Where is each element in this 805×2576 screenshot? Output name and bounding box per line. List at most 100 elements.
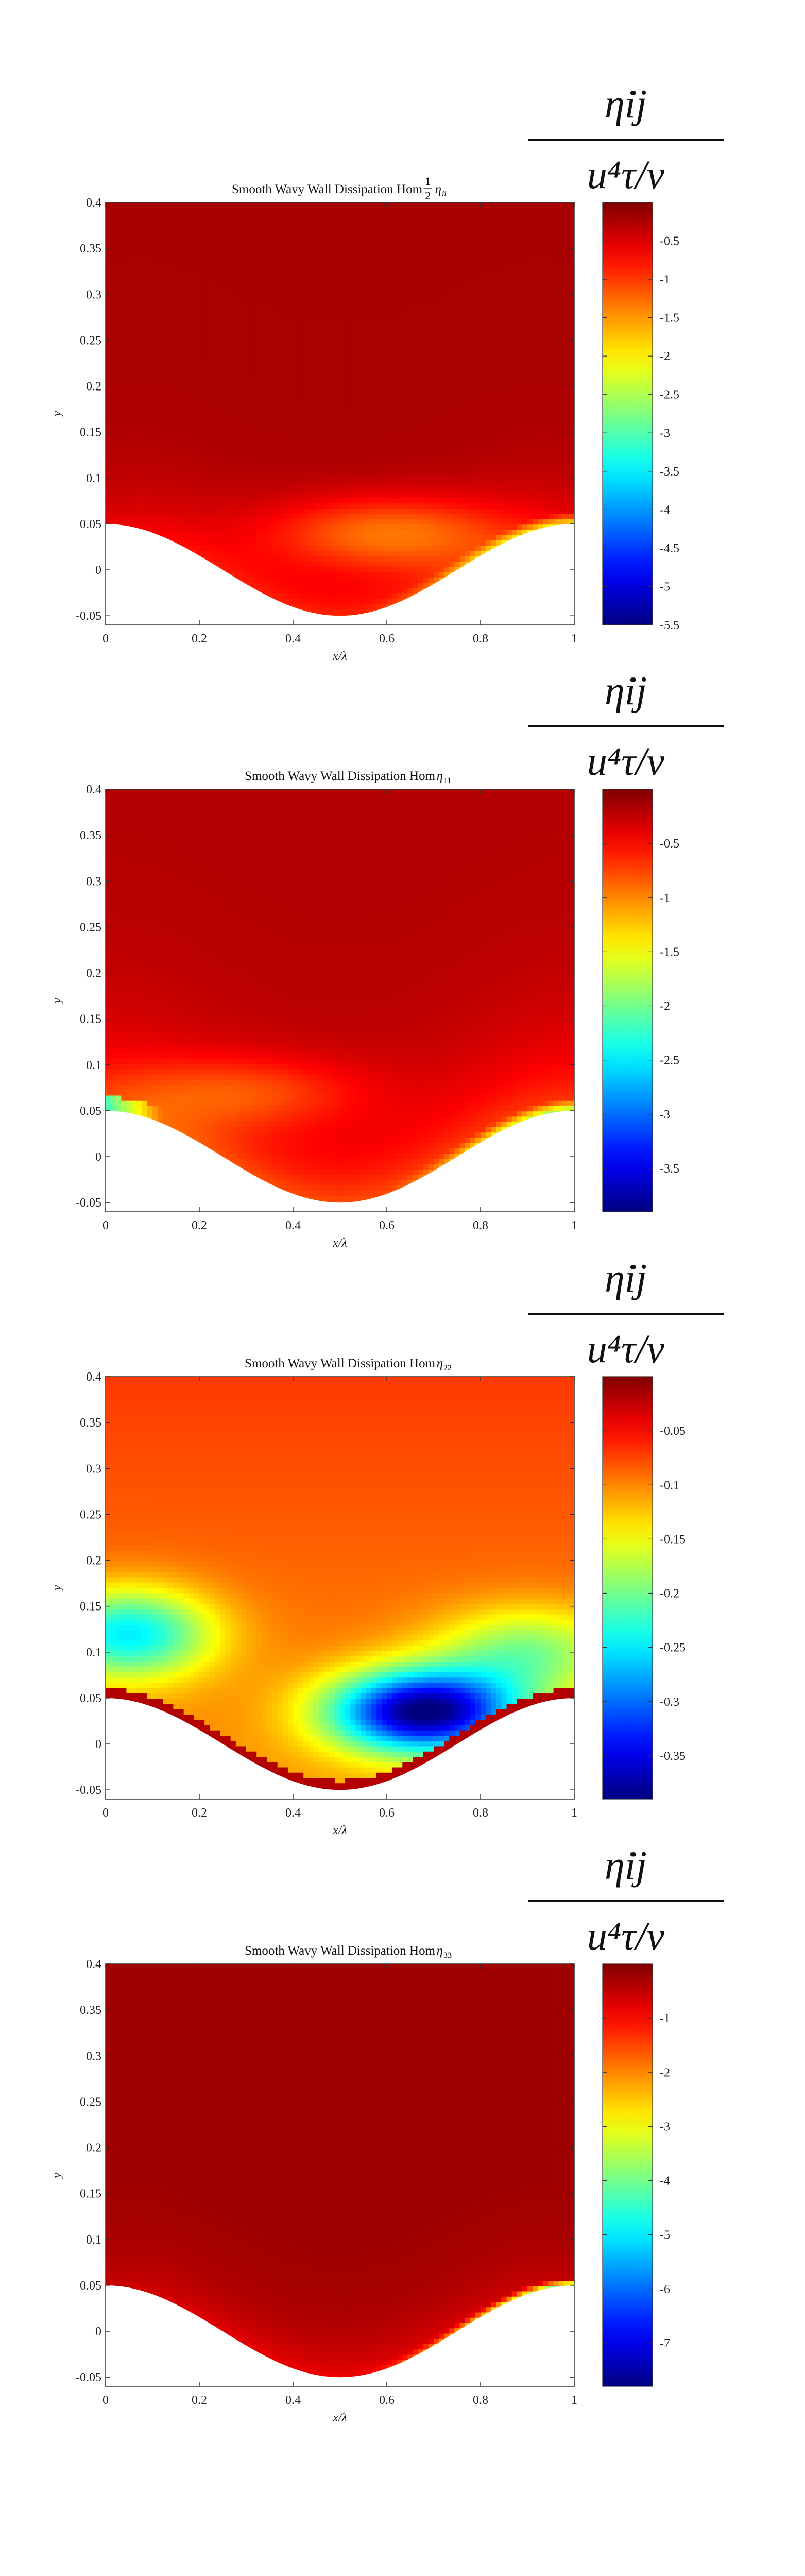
title-symbol: η: [435, 182, 441, 196]
plot-frame: [105, 1963, 575, 2387]
colorbar-tick-label: -4: [660, 2175, 670, 2188]
colorbar-tick-label: -2.5: [660, 388, 679, 402]
title-subscript: 33: [443, 1951, 452, 1960]
heatmap-field: [106, 1377, 574, 1790]
x-tick-label: 1: [571, 1219, 577, 1232]
x-tick-label: 0.4: [285, 1219, 301, 1232]
colorbar-tick-label: -2: [660, 1000, 670, 1013]
colorbar-label-denominator: u⁴τ/ν: [587, 152, 665, 197]
colorbar-gradient: [602, 789, 653, 1212]
colorbar-tick-label: -0.5: [660, 837, 679, 851]
colorbar-gradient: [602, 202, 653, 625]
x-tick-label: 1: [571, 1806, 577, 1820]
x-tick-label: 0.2: [192, 1219, 207, 1232]
y-tick-label: 0.4: [86, 783, 101, 796]
colorbar: -0.05 -0.1 -0.15 -0.2 -0.25 -0.3 -0.35 η̇ij u⁴τ/…: [528, 1256, 724, 1800]
y-tick-label: -0.05: [76, 1784, 101, 1797]
y-tick-label: 0.3: [86, 875, 101, 888]
y-tick-label: 0.05: [80, 518, 101, 531]
y-tick-label: 0.25: [80, 2095, 101, 2109]
colorbar-tick-label: -2.5: [660, 1054, 679, 1067]
y-tick-label: 0.05: [80, 1692, 101, 1705]
colorbar-tick-label: -0.3: [660, 1696, 679, 1709]
colorbar-tick-label: -2: [660, 350, 670, 363]
colorbar-tick-label: -3.5: [660, 465, 679, 479]
y-tick-label: 0: [95, 2325, 101, 2338]
y-axis-label: y: [50, 1585, 64, 1591]
y-tick-label: 0.25: [80, 1508, 101, 1521]
x-tick-label: 0: [102, 632, 109, 646]
colorbar-gradient: [602, 1376, 653, 1800]
heatmap-field: [106, 789, 574, 1203]
y-axis-label: y: [50, 997, 64, 1004]
y-tick-label: 0.1: [86, 472, 101, 485]
y-tick-label: 0.2: [86, 380, 101, 394]
y-tick-label: 0.15: [80, 426, 101, 439]
x-tick-label: 1: [571, 2394, 577, 2407]
y-tick-label: 0.05: [80, 1105, 101, 1118]
colorbar-tick-label: -0.5: [660, 235, 679, 248]
plot-frame: [105, 202, 575, 625]
y-tick-label: 0.1: [86, 1059, 101, 1072]
title-symbol: η: [437, 1944, 443, 1958]
colorbar-tick-label: -1: [660, 273, 670, 286]
x-tick-label: 0.8: [473, 632, 488, 646]
y-tick-label: -0.05: [76, 2371, 101, 2384]
x-tick-label: 0: [102, 1806, 109, 1820]
y-axis-label: y: [50, 411, 64, 417]
colorbar-tick-label: -4: [660, 503, 670, 517]
x-tick-label: 0.8: [473, 2394, 488, 2407]
colorbar-tick-label: -2: [660, 2066, 670, 2079]
title-fraction-denominator: 2: [425, 189, 431, 202]
colorbar-tick-label: -3: [660, 427, 670, 440]
colorbar-tick-label: -1.5: [660, 312, 679, 325]
y-tick-label: 0.15: [80, 1600, 101, 1614]
y-axis-label: y: [50, 2172, 64, 2179]
colorbar-label-denominator: u⁴τ/ν: [587, 1913, 665, 1958]
colorbar-tick-label: -4.5: [660, 542, 679, 555]
colorbar-tick-label: -1: [660, 891, 670, 905]
x-tick-label: 0: [102, 1219, 109, 1232]
colorbar-tick-label: -5: [660, 580, 670, 594]
colorbar-tick-label: -3.5: [660, 1162, 679, 1176]
y-tick-label: 0.3: [86, 1462, 101, 1476]
y-tick-label: 0.35: [80, 1416, 101, 1430]
y-tick-label: 0.35: [80, 829, 101, 842]
chart-panel-1: 0 0.2 0.4 0.6 0.8 1-0.0500.050.10.150.20.250.…: [50, 81, 724, 663]
colorbar-label-numerator: η̇ij: [605, 1843, 647, 1888]
title-symbol: η: [437, 769, 443, 783]
x-tick-label: 0.6: [379, 632, 395, 646]
plot-frame: [105, 789, 575, 1212]
colorbar-tick-label: -0.15: [660, 1533, 686, 1546]
y-tick-label: 0.25: [80, 921, 101, 934]
x-tick-label: 0.6: [379, 2394, 395, 2407]
colorbar-tick-label: -6: [660, 2283, 670, 2296]
chart-panel-3: 0 0.2 0.4 0.6 0.8 1-0.0500.050.10.150.20.250.…: [50, 1256, 724, 1837]
chart-title: Smooth Wavy Wall Dissipation Hom: [232, 182, 423, 196]
colorbar: -0.5 -1 -1.5 -2 -2.5 -3 -3.5 η̇ij u⁴τ/ν: [528, 668, 724, 1212]
colorbar-label-numerator: η̇ij: [605, 81, 647, 126]
colorbar-tick-label: -3: [660, 1108, 670, 1122]
heatmap-field: [106, 1964, 574, 2378]
y-tick-label: 0.2: [86, 2142, 101, 2155]
y-tick-label: 0.2: [86, 967, 101, 980]
y-tick-label: 0.15: [80, 2188, 101, 2201]
y-tick-label: 0: [95, 564, 101, 577]
y-tick-label: 0.15: [80, 1013, 101, 1026]
chart-panel-4: 0 0.2 0.4 0.6 0.8 1-0.0500.050.10.150.20.250.…: [50, 1843, 724, 2425]
colorbar-tick-label: -7: [660, 2337, 670, 2350]
colorbar-tick-label: -0.2: [660, 1587, 679, 1601]
colorbar-tick-label: -0.35: [660, 1750, 686, 1763]
colorbar-tick-label: -3: [660, 2120, 670, 2133]
colorbar-tick-label: -0.05: [660, 1425, 686, 1438]
plot-frame: [105, 1376, 575, 1800]
chart-title: Smooth Wavy Wall Dissipation Hom: [245, 769, 436, 783]
chart-title: Smooth Wavy Wall Dissipation Hom: [245, 1357, 436, 1370]
heatmap-field: [106, 202, 574, 616]
colorbar-tick-label: -1: [660, 2012, 670, 2025]
y-tick-label: 0.2: [86, 1554, 101, 1568]
y-tick-label: 0.4: [86, 196, 101, 210]
chart-title: Smooth Wavy Wall Dissipation Hom: [245, 1944, 436, 1958]
colorbar-tick-label: -0.25: [660, 1641, 686, 1655]
